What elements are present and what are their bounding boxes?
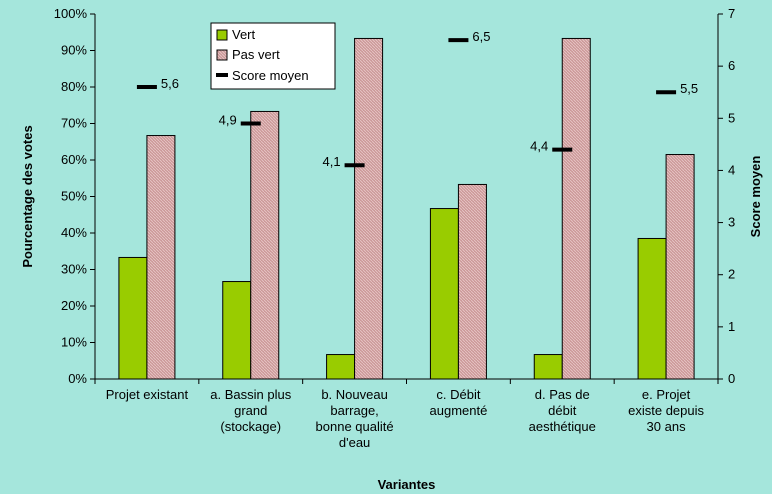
category-label-line: augmenté: [430, 403, 488, 418]
legend-label-vert: Vert: [232, 27, 256, 42]
category-label-line: aesthétique: [529, 419, 596, 434]
bar-pas-vert: [354, 37, 384, 380]
category-label-line: b. Nouveau: [321, 387, 388, 402]
category-label-line: barrage,: [330, 403, 378, 418]
y-tick-label: 50%: [61, 189, 87, 204]
bar-pas-vert: [457, 183, 487, 380]
score-label: 6,5: [472, 29, 490, 44]
category-label-line: 30 ans: [647, 419, 687, 434]
y-tick-label: 30%: [61, 262, 87, 277]
bar-vert: [533, 354, 563, 380]
category-label-line: d'eau: [339, 435, 370, 450]
bar-vert: [118, 256, 148, 380]
category-label-line: (stockage): [220, 419, 281, 434]
category-label-line: bonne qualité: [316, 419, 394, 434]
category-label-line: débit: [548, 403, 577, 418]
bars-group: [118, 37, 695, 380]
legend-swatch-vert: [216, 29, 228, 41]
category-label-line: e. Projet: [642, 387, 691, 402]
legend-box: [210, 22, 336, 90]
legend-label-pas-vert: Pas vert: [232, 47, 280, 62]
bar-vert: [429, 208, 459, 380]
y-tick-label: 10%: [61, 335, 87, 350]
score-label: 4,9: [219, 113, 237, 128]
score-label: 5,6: [161, 76, 179, 91]
bar-vert: [326, 354, 356, 380]
category-label: e. Projet existe depuis 30 ans: [628, 387, 704, 434]
score-label: 4,4: [530, 139, 548, 154]
y2-tick-label: 4: [728, 162, 735, 177]
y-axis-title: Pourcentage des votes: [20, 125, 35, 267]
bar-pas-vert: [665, 154, 695, 380]
category-label: d. Pas de débit aesthétique: [529, 387, 596, 434]
y-tick-label: 0%: [68, 371, 87, 386]
bar-vert: [637, 237, 667, 380]
y-tick-label: 80%: [61, 79, 87, 94]
y2-tick-label: 2: [728, 267, 735, 282]
y2-tick-label: 1: [728, 319, 735, 334]
y2-tick-label: 7: [728, 6, 735, 21]
bar-pas-vert: [146, 135, 176, 380]
bar-pas-vert: [250, 110, 280, 380]
y2-tick-label: 6: [728, 58, 735, 73]
y-tick-label: 100%: [54, 6, 88, 21]
y2-axis-title: Score moyen: [748, 156, 763, 238]
x-axis-title: Variantes: [378, 477, 436, 492]
y-tick-label: 60%: [61, 152, 87, 167]
legend: Vert Pas vert Score moyen: [210, 22, 336, 90]
y-tick-label: 70%: [61, 116, 87, 131]
category-label-line: Projet existant: [106, 387, 189, 402]
category-label: Projet existant: [106, 387, 189, 402]
category-label-line: c. Débit: [436, 387, 480, 402]
category-label-line: a. Bassin plus: [210, 387, 291, 402]
axes-group: 0% 10% 20% 30% 40% 50% 60% 70% 80% 90% 100% 0 1 2 3 4 5 6…: [54, 6, 735, 386]
category-label-line: grand: [234, 403, 267, 418]
bar-vert: [222, 281, 252, 380]
score-label: 5,5: [680, 81, 698, 96]
labels-group: 5,6 4,9 4,1 6,5 4,4 5,5 Projet existant a. Bass…: [20, 29, 763, 492]
y2-tick-label: 0: [728, 371, 735, 386]
category-label: a. Bassin plus grand (stockage): [210, 387, 291, 434]
y2-tick-label: 5: [728, 110, 735, 125]
legend-label-score: Score moyen: [232, 68, 309, 83]
bar-pas-vert: [561, 37, 591, 380]
y-tick-label: 20%: [61, 298, 87, 313]
category-label: c. Débit augmenté: [430, 387, 488, 418]
category-label-line: d. Pas de: [535, 387, 590, 402]
y-tick-label: 90%: [61, 43, 87, 58]
y2-tick-label: 3: [728, 215, 735, 230]
y-tick-label: 40%: [61, 225, 87, 240]
category-label-line: existe depuis: [628, 403, 704, 418]
score-markers-group: [136, 38, 677, 168]
category-label: b. Nouveau barrage, bonne qualité d'eau: [316, 387, 394, 450]
score-label: 4,1: [323, 154, 341, 169]
legend-swatch-pas-vert: [216, 49, 228, 61]
